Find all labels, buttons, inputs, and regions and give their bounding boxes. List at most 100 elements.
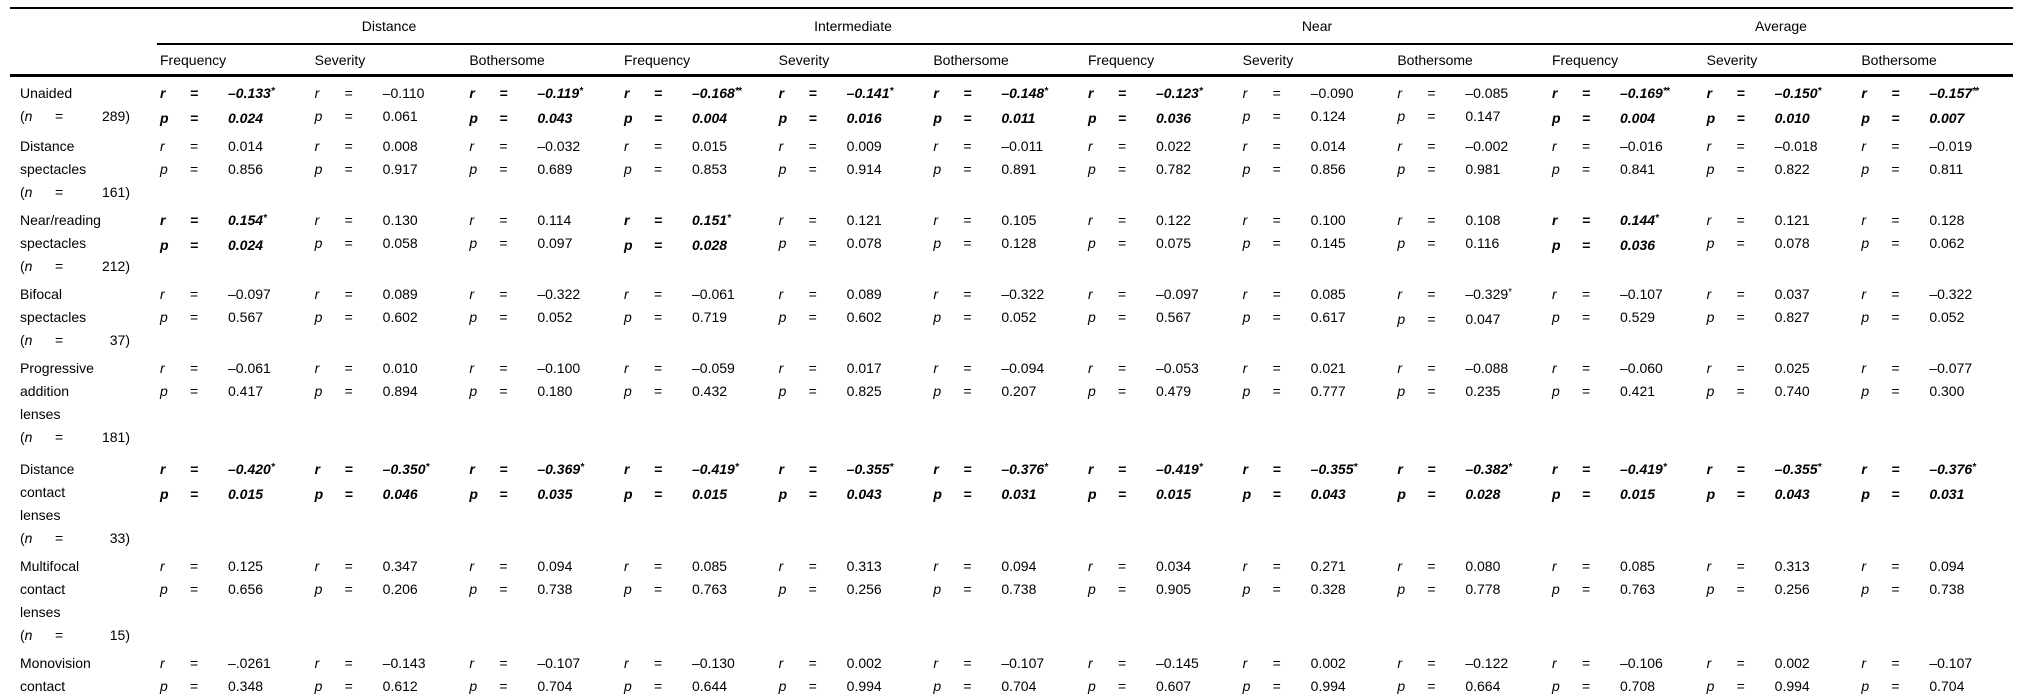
p-value: 0.147 bbox=[1465, 108, 1501, 124]
stat-cell: r = 0.121 p = 0.078 bbox=[1704, 209, 1859, 255]
r-value: 0.034 bbox=[1156, 558, 1192, 574]
stat-cell: r = –0.355* p = 0.043 bbox=[1704, 458, 1859, 506]
equals-sign: = bbox=[808, 461, 817, 477]
r-letter: r bbox=[624, 360, 629, 376]
equals-sign: = bbox=[654, 486, 663, 502]
equals-sign: = bbox=[1272, 486, 1281, 502]
r-letter: r bbox=[1552, 558, 1557, 574]
r-line: r = 0.085 bbox=[624, 555, 776, 578]
equals-sign: = bbox=[344, 85, 353, 101]
r-letter: r bbox=[160, 655, 165, 671]
r-line: r = –0.106 bbox=[1552, 652, 1704, 675]
equals-sign: = bbox=[654, 309, 663, 325]
subheader-row: Frequency Severity Bothersome Frequency … bbox=[10, 45, 2013, 74]
equals-sign: = bbox=[1118, 678, 1127, 694]
r-letter: r bbox=[933, 138, 938, 154]
p-letter: p bbox=[1242, 161, 1251, 177]
equals-sign: = bbox=[1427, 383, 1436, 399]
equals-sign: = bbox=[654, 655, 663, 671]
r-line: r = –0.133* bbox=[160, 82, 312, 107]
p-value: 0.567 bbox=[228, 309, 264, 325]
r-line: r = 0.105 bbox=[933, 209, 1085, 232]
r-line: r = 0.151* bbox=[624, 209, 776, 234]
p-letter: p bbox=[1861, 678, 1870, 694]
p-letter: p bbox=[469, 110, 478, 126]
r-value: –0.122 bbox=[1465, 655, 1509, 671]
p-value: 0.010 bbox=[1774, 110, 1810, 126]
equals-sign: = bbox=[190, 85, 199, 101]
p-letter: p bbox=[1861, 486, 1870, 502]
p-value: 0.602 bbox=[382, 309, 418, 325]
equals-sign: = bbox=[1736, 212, 1745, 228]
p-value: 0.612 bbox=[382, 678, 418, 694]
equals-sign: = bbox=[190, 581, 199, 597]
significance-asterisk: * bbox=[1817, 86, 1821, 97]
r-line: r = –0.419* bbox=[624, 458, 776, 483]
significance-asterisk: * bbox=[1508, 462, 1512, 473]
p-letter: p bbox=[1088, 110, 1097, 126]
row-label-line: Bifocal bbox=[20, 286, 63, 302]
p-line: p = 0.567 bbox=[160, 306, 312, 329]
equals-sign: = bbox=[1582, 212, 1591, 228]
equals-sign: = bbox=[1736, 110, 1745, 126]
p-value: 0.016 bbox=[846, 110, 882, 126]
row-label: Bifocal spectacles (n = 37) bbox=[10, 283, 157, 352]
p-letter: p bbox=[469, 678, 478, 694]
equals-sign: = bbox=[1736, 558, 1745, 574]
row-label-line: lenses bbox=[20, 406, 61, 422]
p-letter: p bbox=[933, 383, 942, 399]
p-letter: p bbox=[624, 383, 632, 399]
r-line: r = –0.420* bbox=[160, 458, 312, 483]
p-value: 0.015 bbox=[1620, 486, 1656, 502]
equals-sign: = bbox=[499, 581, 508, 597]
equals-sign: = bbox=[1582, 678, 1591, 694]
equals-sign: = bbox=[1118, 286, 1127, 302]
r-line: r = –0.110 bbox=[315, 82, 467, 105]
stat-cell: r = –0.350* p = 0.046 bbox=[312, 458, 467, 506]
r-line: r = –0.018 bbox=[1707, 135, 1859, 158]
r-letter: r bbox=[314, 461, 321, 477]
p-line: p = 0.043 bbox=[469, 107, 621, 130]
p-value: 0.981 bbox=[1465, 161, 1501, 177]
r-value: 0.022 bbox=[1156, 138, 1192, 154]
p-letter: p bbox=[1861, 383, 1870, 399]
row-label: Multifocal contact lenses (n = 15) bbox=[10, 555, 157, 647]
r-value: 0.002 bbox=[846, 655, 882, 671]
stat-cell: r = –0.107 p = 0.529 bbox=[1549, 283, 1704, 329]
p-value: 0.994 bbox=[1774, 678, 1810, 694]
r-letter: r bbox=[1397, 85, 1402, 101]
p-line: p = 0.078 bbox=[1707, 232, 1859, 255]
subheader-bothersome: Bothersome bbox=[1861, 52, 1937, 68]
r-value: –0.094 bbox=[1001, 360, 1045, 376]
p-value: 0.046 bbox=[382, 486, 418, 502]
equals-sign: = bbox=[1891, 212, 1900, 228]
r-value: 0.085 bbox=[1310, 286, 1346, 302]
r-line: r = –0.107 bbox=[1861, 652, 2013, 675]
p-letter: p bbox=[1397, 161, 1406, 177]
p-value: 0.011 bbox=[1001, 110, 1036, 126]
equals-sign: = bbox=[1427, 212, 1436, 228]
stat-cell: r = 0.085 p = 0.617 bbox=[1240, 283, 1395, 329]
equals-sign: = bbox=[654, 461, 663, 477]
r-letter: r bbox=[1242, 558, 1248, 574]
equals-sign: = bbox=[1582, 558, 1591, 574]
equals-sign: = bbox=[190, 138, 199, 154]
p-value: 0.256 bbox=[846, 581, 882, 597]
r-letter: r bbox=[1088, 85, 1094, 101]
r-line: r = –0.419* bbox=[1088, 458, 1240, 483]
p-letter: p bbox=[933, 678, 942, 694]
sample-size: (n = 181) bbox=[20, 426, 157, 449]
p-line: p = 0.841 bbox=[1552, 158, 1704, 181]
p-value: 0.740 bbox=[1774, 383, 1810, 399]
r-letter: r bbox=[778, 655, 784, 671]
p-value: 0.047 bbox=[1465, 311, 1501, 327]
r-value: –0.088 bbox=[1465, 360, 1509, 376]
stat-cell: r = 0.313 p = 0.256 bbox=[776, 555, 931, 601]
p-value: 0.043 bbox=[537, 110, 573, 126]
equals-sign: = bbox=[808, 581, 817, 597]
r-letter: r bbox=[1861, 360, 1866, 376]
p-value: 0.811 bbox=[1929, 161, 1964, 177]
r-value: 0.094 bbox=[537, 558, 573, 574]
sample-size: (n = 15) bbox=[20, 624, 157, 647]
p-value: 0.617 bbox=[1310, 309, 1346, 325]
